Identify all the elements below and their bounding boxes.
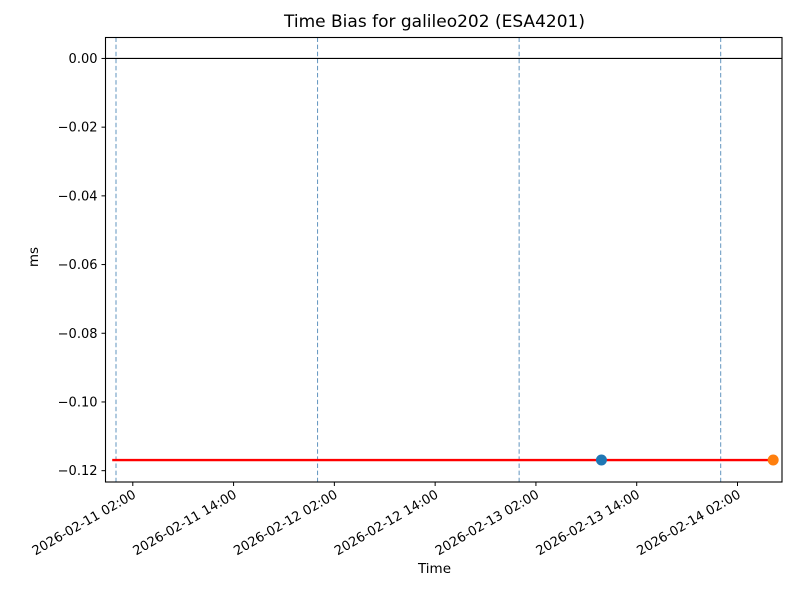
y-tick-label: −0.06 xyxy=(58,258,98,273)
x-tick-label: 2026-02-13 14:00 xyxy=(534,487,643,559)
plot-border xyxy=(104,36,783,483)
x-tick-label: 2026-02-11 02:00 xyxy=(30,487,139,559)
x-tick-label: 2026-02-11 14:00 xyxy=(131,487,240,559)
y-tick-label: −0.12 xyxy=(58,464,98,479)
x-tick-label: 2026-02-13 02:00 xyxy=(433,487,542,559)
x-tick-label: 2026-02-12 02:00 xyxy=(231,487,340,559)
x-tick-label: 2026-02-14 02:00 xyxy=(635,487,744,559)
x-tick-label: 2026-02-12 14:00 xyxy=(332,487,441,559)
point-orange-marker xyxy=(767,454,779,466)
y-tick-label: −0.04 xyxy=(58,189,98,204)
point-blue-marker xyxy=(595,454,607,466)
y-tick-label: −0.02 xyxy=(58,121,98,136)
x-axis-label: Time xyxy=(417,561,452,577)
chart-title: Time Bias for galileo202 (ESA4201) xyxy=(284,12,585,32)
y-axis-label: ms xyxy=(26,246,42,268)
y-tick-label: −0.08 xyxy=(58,327,98,342)
y-tick-label: −0.10 xyxy=(58,395,98,410)
y-tick-label: 0.00 xyxy=(69,52,98,67)
